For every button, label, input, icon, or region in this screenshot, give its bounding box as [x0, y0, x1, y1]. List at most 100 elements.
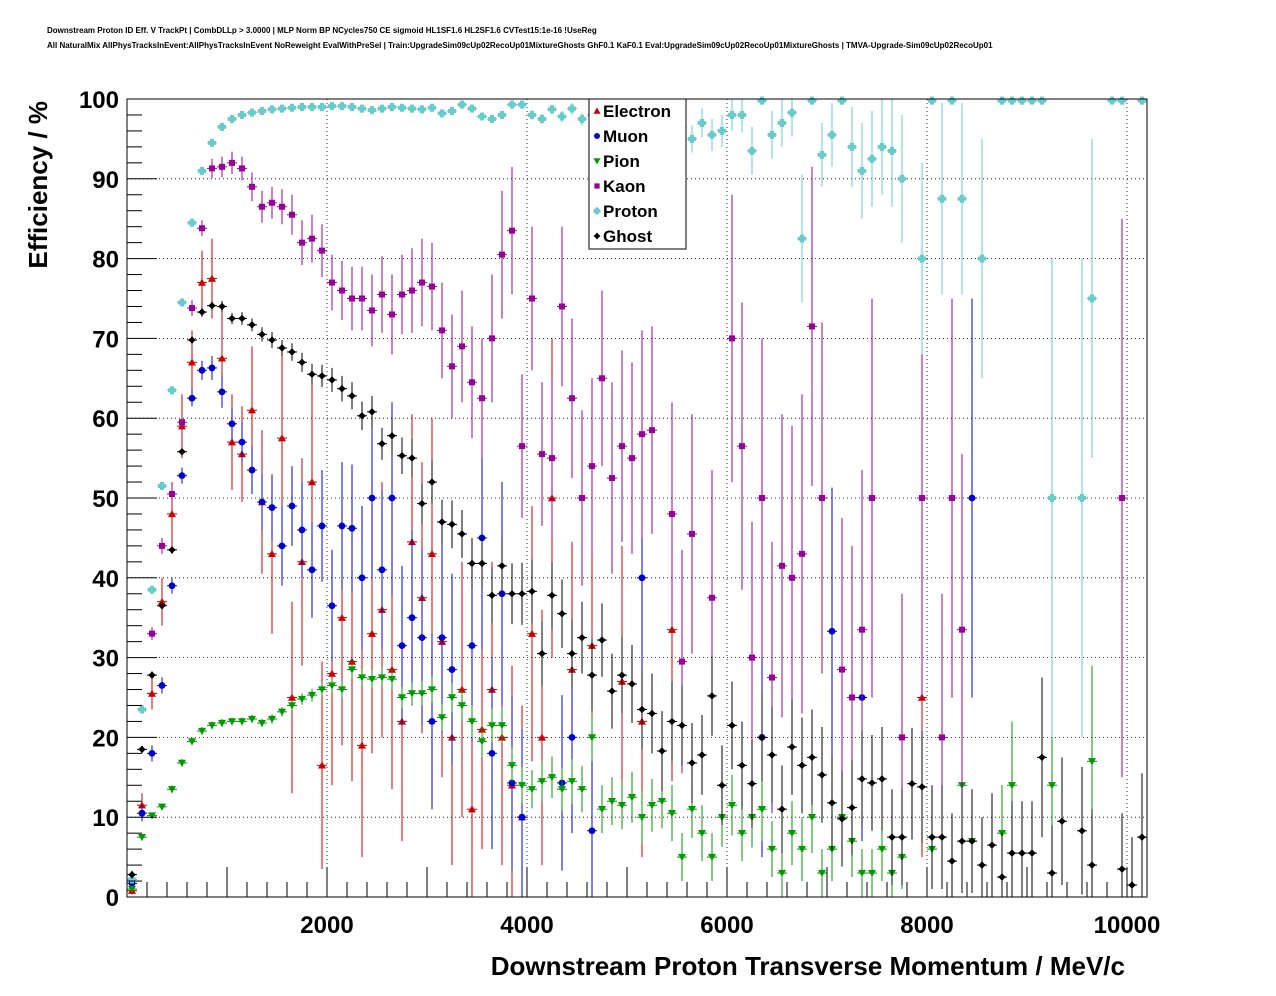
data-point — [547, 378, 557, 538]
data-point — [577, 112, 587, 126]
data-point — [417, 681, 427, 706]
legend-entry: Pion — [593, 152, 640, 171]
data-point — [187, 335, 197, 344]
data-point — [337, 375, 347, 402]
data-point — [437, 703, 447, 732]
data-point — [537, 621, 547, 686]
data-point — [307, 214, 317, 263]
y-tick-label: 30 — [92, 646, 119, 673]
data-point — [507, 166, 517, 295]
data-point — [247, 108, 257, 117]
data-point — [357, 104, 367, 113]
data-point — [547, 756, 557, 799]
legend-label: Proton — [603, 202, 658, 221]
data-point — [277, 505, 287, 586]
data-point — [297, 220, 307, 265]
data-point — [557, 579, 567, 649]
data-point — [357, 633, 367, 858]
data-point — [747, 739, 757, 828]
data-point — [847, 106, 857, 187]
series-proton — [127, 96, 1147, 884]
data-point — [707, 833, 717, 882]
data-point — [447, 314, 457, 419]
data-point — [147, 677, 157, 710]
data-point — [327, 254, 337, 311]
data-point — [277, 339, 287, 356]
data-point — [807, 166, 817, 487]
data-point — [447, 573, 457, 766]
data-point — [517, 100, 527, 109]
data-point — [817, 322, 827, 674]
data-point — [997, 833, 1007, 897]
data-point — [207, 158, 217, 179]
data-point — [1037, 96, 1047, 105]
data-point — [1117, 96, 1127, 105]
data-point — [137, 745, 147, 754]
axis-ticks — [126, 98, 1128, 898]
x-tick-label: 2000 — [300, 912, 353, 939]
data-point — [217, 156, 227, 178]
x-tick-label: 6000 — [700, 912, 753, 939]
data-point — [737, 302, 747, 590]
data-point — [897, 789, 907, 886]
data-point — [617, 781, 627, 830]
data-point — [1017, 801, 1027, 897]
data-point — [527, 770, 537, 809]
data-point — [587, 378, 597, 554]
data-point — [497, 110, 507, 119]
data-point — [267, 186, 277, 219]
data-point — [1007, 96, 1017, 105]
data-point — [567, 619, 577, 688]
data-point — [287, 343, 297, 361]
data-point — [697, 715, 707, 795]
data-point — [237, 717, 247, 726]
data-point — [787, 426, 797, 730]
data-point — [557, 110, 567, 123]
data-point — [687, 125, 697, 153]
data-point — [467, 104, 477, 113]
legend-label: Electron — [603, 102, 671, 121]
data-point — [957, 102, 967, 295]
data-point — [457, 290, 467, 403]
data-point — [697, 805, 707, 862]
data-point — [287, 466, 297, 546]
data-point — [707, 118, 717, 151]
data-point — [477, 725, 487, 758]
data-point — [827, 102, 837, 167]
data-point — [297, 352, 307, 372]
data-point — [327, 102, 337, 111]
data-point — [1037, 677, 1047, 838]
data-point — [887, 789, 897, 886]
data-point — [167, 486, 177, 502]
data-point — [587, 713, 597, 762]
legend-label: Kaon — [603, 177, 646, 196]
data-point — [267, 475, 277, 540]
data-point — [807, 709, 817, 806]
data-point — [917, 298, 927, 698]
data-point — [587, 750, 597, 897]
data-point — [737, 99, 747, 133]
legend: Electron Muon Pion Kaon Proton Ghost — [588, 98, 687, 250]
data-point — [297, 693, 307, 705]
data-point — [477, 338, 487, 459]
data-point — [577, 601, 587, 674]
data-point — [1127, 837, 1137, 897]
data-point — [607, 653, 617, 729]
data-point — [437, 282, 447, 379]
data-point — [207, 721, 217, 730]
data-point — [547, 561, 557, 629]
data-point — [277, 342, 287, 534]
data-point — [277, 104, 287, 113]
data-point — [1077, 258, 1087, 738]
data-point — [357, 266, 367, 331]
x-axis-title: Downstream Proton Transverse Momentum / … — [491, 951, 1125, 981]
data-point — [947, 298, 957, 698]
data-point — [387, 418, 397, 454]
data-point — [497, 707, 507, 743]
data-point — [497, 537, 507, 595]
data-point — [217, 375, 227, 408]
data-point — [347, 266, 357, 331]
data-point — [437, 541, 447, 734]
data-point — [497, 190, 507, 319]
data-point — [297, 102, 307, 111]
